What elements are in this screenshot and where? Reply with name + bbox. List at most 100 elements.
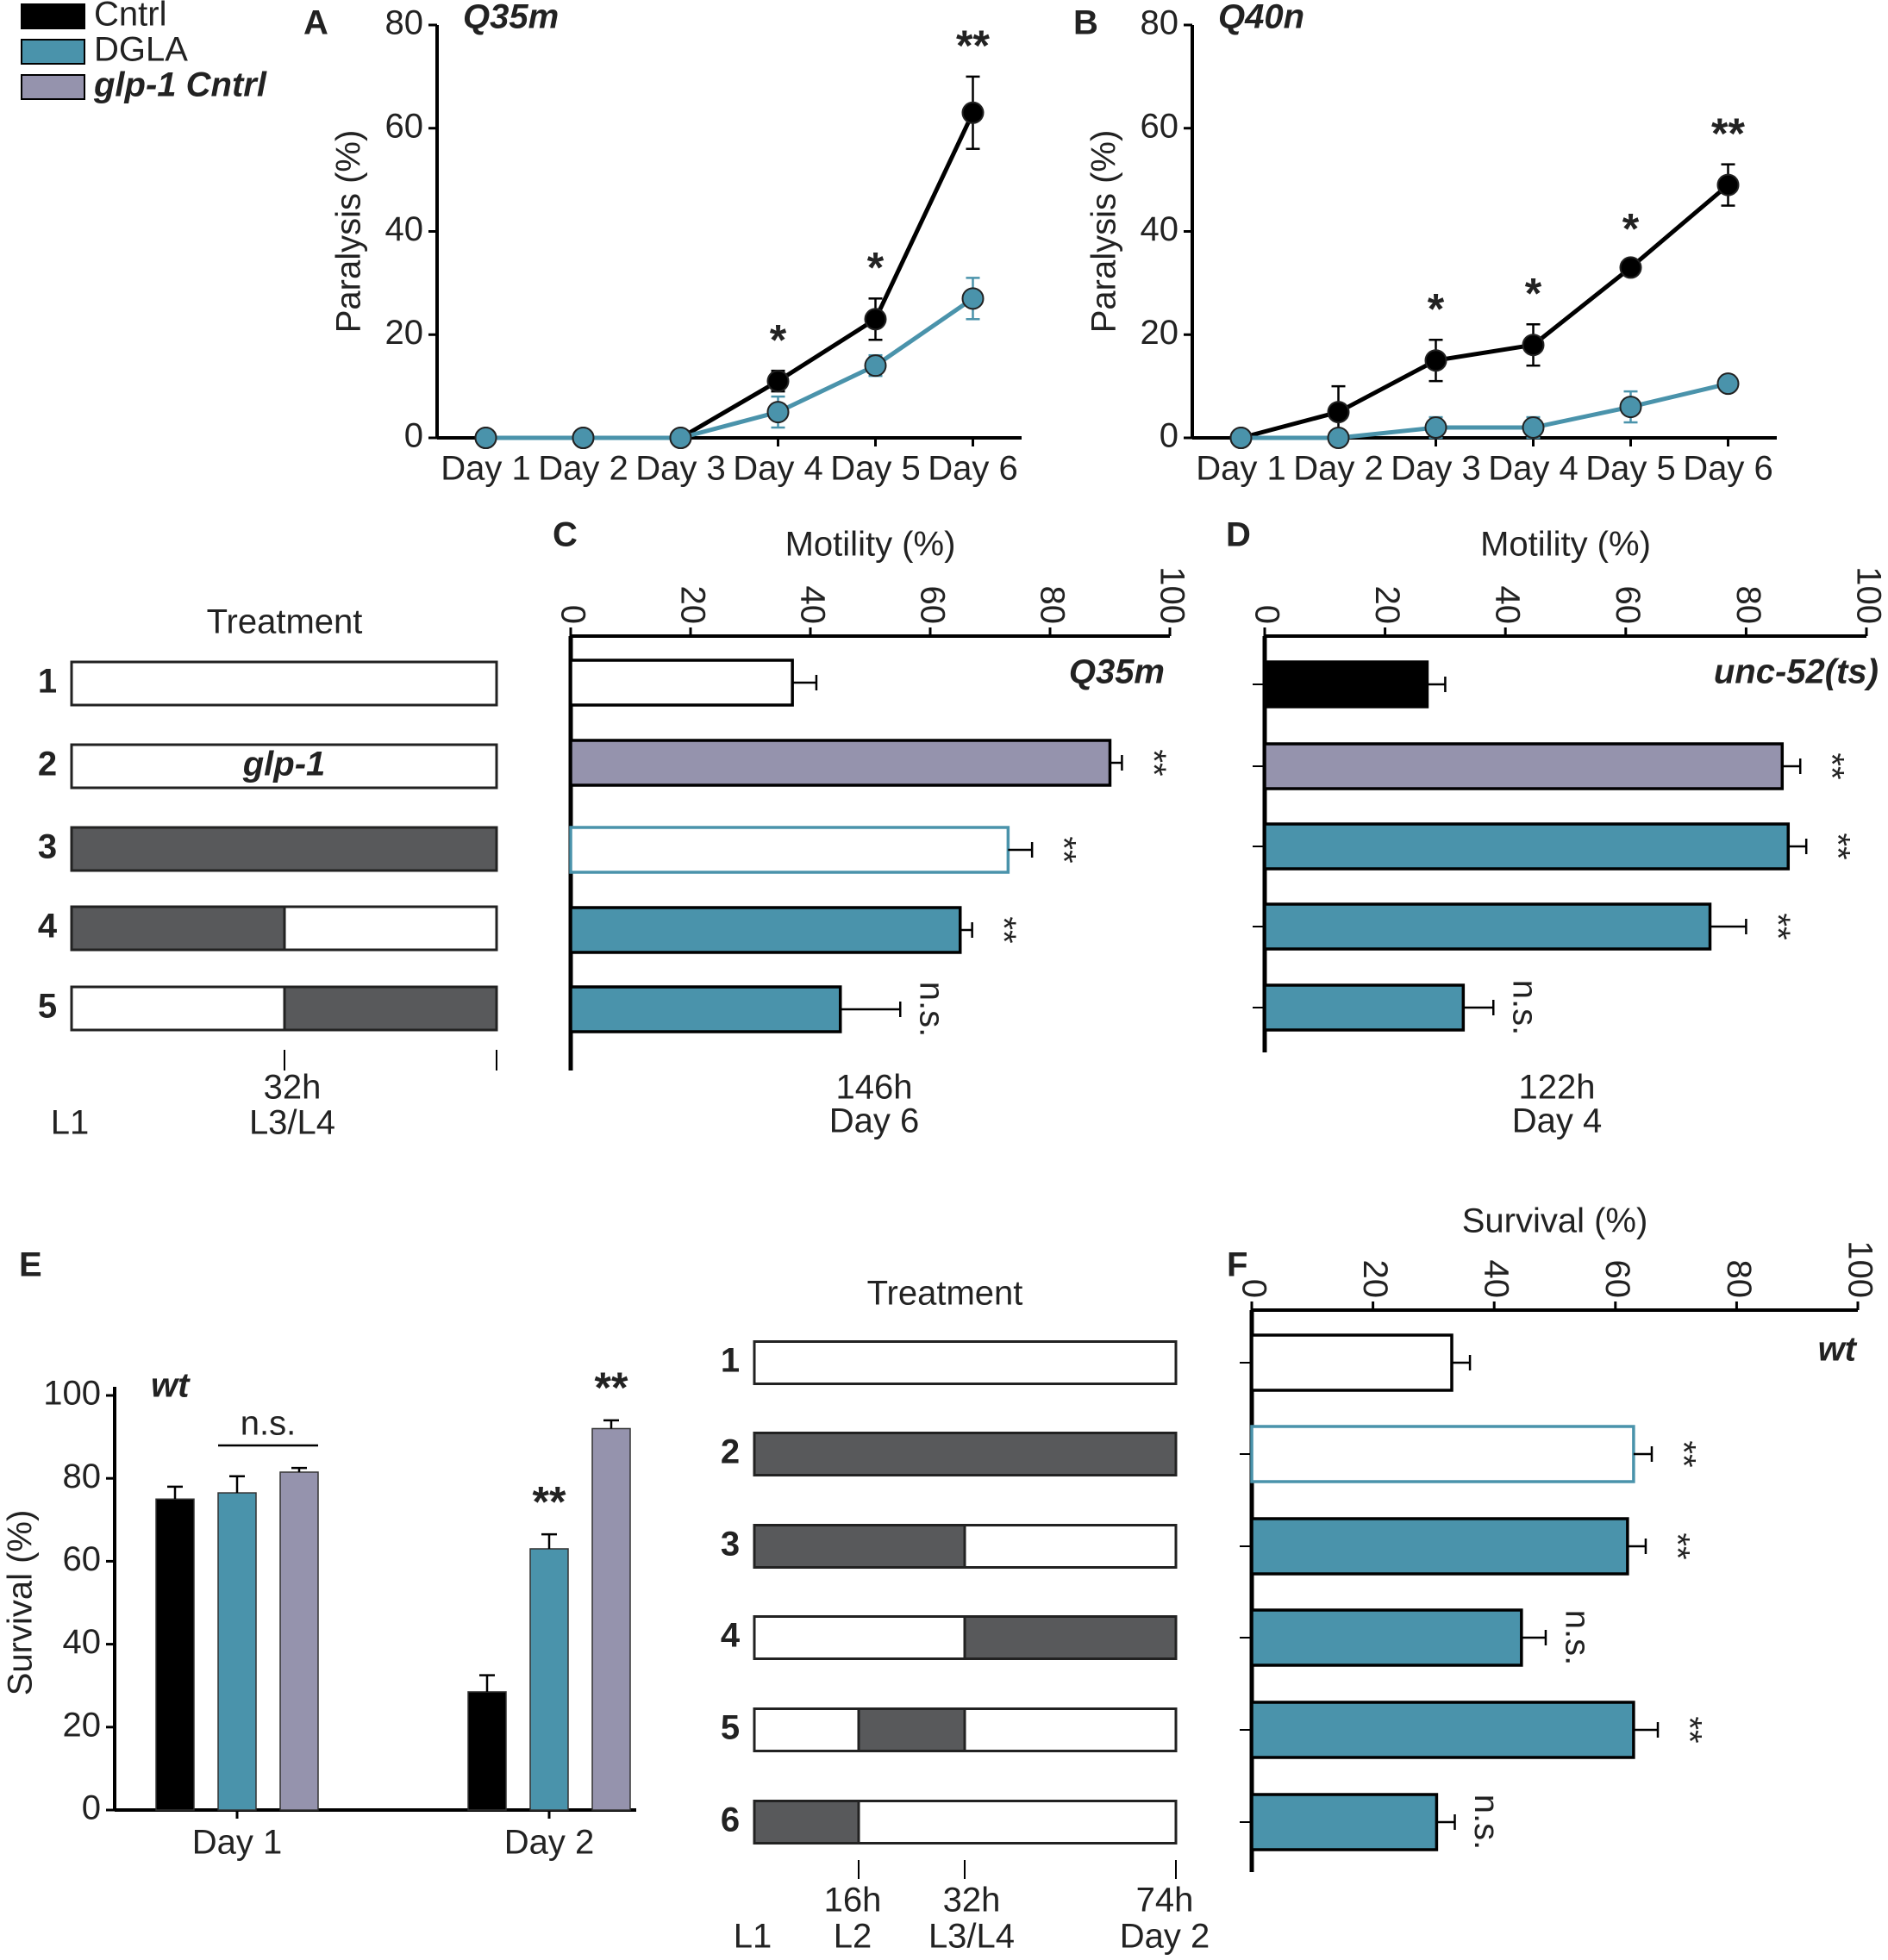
treatment-segment [283,985,498,1032]
time-label: 16h [824,1882,882,1919]
data-point [864,354,887,378]
y-tick-label: 100 [43,1375,101,1413]
significance-label: ** [985,916,1022,943]
treatment-segment [70,660,498,707]
x-tick-label: Day 4 [1488,450,1579,488]
x-tick-label: Day 2 [504,1824,595,1862]
y-tick-label: 60 [1141,107,1179,145]
y-tick-label: 0 [82,1789,101,1827]
y-tick-label: 20 [1141,314,1179,352]
y-tick-label: 40 [1141,210,1179,248]
bar [569,826,1010,874]
data-point [766,370,790,393]
bar [1250,1333,1454,1392]
chart-label: Q35m [1069,653,1165,691]
x-tick-label: 40 [1489,586,1527,625]
significance-label: ** [1711,109,1745,158]
bar [279,1471,319,1811]
bar [1263,822,1791,871]
time-label: 74h [1136,1882,1194,1919]
bar [1250,1608,1523,1667]
series-line [1241,381,1729,440]
row-number: 6 [721,1801,740,1839]
x-tick-label: Day 4 [733,450,823,488]
treatment-segment [753,1615,966,1660]
treatment-segment [70,743,498,790]
y-axis-label: Paralysis (%) [330,130,368,334]
data-point [1229,427,1253,449]
significance-label: ** [1813,752,1851,779]
significance-label: n.s. [1467,1795,1505,1850]
significance-label: n.s. [1506,980,1544,1035]
bar [1263,660,1429,708]
treatment-segment [70,826,498,872]
data-point [669,427,692,449]
legend-label: glp-1 Cntrl [93,66,267,104]
y-tick-label: 80 [1141,4,1179,42]
y-tick-label: 80 [63,1458,102,1495]
row-number: 1 [721,1342,740,1380]
x-tick-label: 40 [1478,1260,1516,1299]
bar [569,659,794,707]
x-tick-label: Day 3 [1391,450,1481,488]
data-point [1327,427,1350,449]
x-tick-label: 0 [1235,1279,1272,1298]
bar [529,1548,569,1811]
legend-swatch [21,74,85,100]
treatment-segment [753,1524,966,1569]
significance-label: ** [1658,1532,1696,1559]
data-point [1522,334,1545,357]
bar [569,739,1112,787]
legend-label: Cntrl [94,0,166,34]
bar [217,1492,257,1811]
x-axis-label: Survival (%) [1462,1202,1648,1240]
significance-label: * [1622,205,1640,253]
x-tick-label: 40 [793,586,831,625]
bar [467,1691,507,1811]
x-tick-label: 60 [1598,1260,1636,1299]
bar [1263,983,1466,1032]
treatment-segment [963,1524,1178,1569]
treatment-segment [753,1707,860,1752]
stage-label: L1 [734,1918,772,1956]
row-number: 5 [38,988,57,1026]
y-tick-label: 60 [385,107,424,145]
treatment-segment [963,1615,1178,1660]
y-tick-label: 40 [63,1623,102,1661]
treatment-segment [283,905,498,952]
time-label: 32h [943,1882,1001,1919]
x-tick-label: Day 1 [441,450,531,488]
footer-label: Day 6 [829,1102,920,1140]
data-point [1522,416,1545,440]
chart-title: Q35m [463,0,559,36]
x-tick-label: Day 6 [928,450,1018,488]
treatment-title: Treatment [867,1275,1023,1313]
row-number: 1 [38,663,57,701]
y-tick-label: 80 [385,4,424,42]
panel-letter: D [1226,516,1251,554]
significance-label: ** [1135,749,1172,776]
stage-label: Day 2 [1120,1918,1210,1956]
treatment-segment [70,905,286,952]
treatment-segment [753,1800,860,1845]
x-axis-label: Motility (%) [1480,526,1651,564]
bar [569,906,962,954]
significance-label: ** [1045,836,1083,863]
legend-label: DGLA [94,31,188,69]
row-number: 4 [721,1617,741,1655]
series-line [1240,183,1730,440]
x-tick-label: 0 [553,605,591,624]
x-tick-label: 100 [1841,1240,1879,1298]
significance-label: * [1428,284,1445,333]
significance-label: ** [595,1364,628,1412]
series-line [485,111,975,440]
row-number: 2 [38,746,57,783]
data-point [474,427,497,449]
stage-label: L3/L4 [249,1104,335,1142]
y-tick-label: 20 [385,314,424,352]
panel-letter: C [553,516,578,554]
footer-label: Day 4 [1512,1102,1603,1140]
significance-label: ** [1819,833,1857,859]
x-tick-label: 80 [1720,1260,1758,1299]
